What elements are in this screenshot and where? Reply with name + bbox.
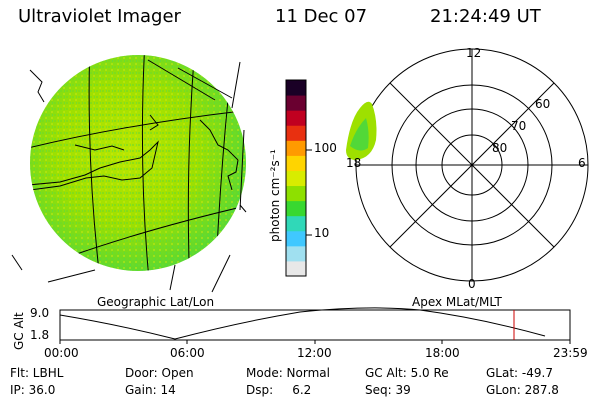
- coastline: [239, 204, 247, 213]
- grid-line: [177, 67, 233, 99]
- lat-label-60: 60: [535, 97, 551, 111]
- colorbar-unit-label: photon cm⁻²s⁻¹: [268, 149, 282, 242]
- x-tick-label: 12:00: [297, 346, 332, 360]
- x-tick-label: 18:00: [425, 346, 460, 360]
- colorbar-segment: [286, 140, 306, 156]
- info-seq: Seq: 39: [365, 383, 411, 397]
- colorbar-frame: [285, 79, 307, 277]
- grid-line: [169, 264, 176, 291]
- info-glon: GLon: 287.8: [486, 383, 559, 397]
- colorbar-segment: [286, 260, 306, 277]
- colorbar-segment: [286, 155, 306, 171]
- colorbar-segment: [286, 215, 306, 232]
- colorbar-segment: [286, 95, 306, 111]
- info-dsp: Dsp: 6.2: [246, 383, 312, 397]
- colorbar-segment: [286, 185, 306, 202]
- x-tick-label: 23:59: [553, 346, 588, 360]
- altitude-frame: [59, 309, 571, 341]
- grid-line: [147, 59, 216, 101]
- info-ip: IP: 36.0: [10, 383, 56, 397]
- coastline: [11, 254, 23, 271]
- time-label: 21:24:49 UT: [430, 6, 541, 27]
- colorbar-segment: [286, 125, 306, 141]
- grid-line: [231, 61, 241, 109]
- info-filter: Flt: LBHL: [10, 366, 64, 380]
- polar-axis-diag2: [389, 82, 555, 248]
- lat-label-80: 80: [492, 141, 508, 155]
- grid-line: [47, 269, 96, 283]
- date-label: 11 Dec 07: [275, 6, 368, 27]
- info-door: Door: Open: [125, 366, 194, 380]
- altitude-ylabel: GC Alt: [12, 312, 26, 350]
- colorbar-segment: [286, 170, 306, 187]
- latitude-line: [30, 109, 246, 151]
- mlt-label-6: 6: [578, 156, 586, 170]
- longitude-line: [141, 55, 151, 271]
- info-mode: Mode: Normal: [246, 366, 330, 380]
- mlt-label-0: 0: [468, 277, 476, 291]
- coastline: [30, 140, 159, 191]
- altitude-ymax: 9.0: [30, 306, 50, 320]
- grid-line: [239, 129, 245, 211]
- info-gain: Gain: 14: [125, 383, 176, 397]
- x-tick-label: 06:00: [170, 346, 205, 360]
- grid-line: [211, 254, 231, 293]
- longitude-line: [88, 55, 101, 271]
- colorbar-label-100: 100: [314, 141, 337, 155]
- altitude-curve: [59, 307, 546, 340]
- apex-panel-label: Apex MLat/MLT: [412, 295, 502, 309]
- info-gc-alt: GC Alt: 5.0 Re: [365, 366, 449, 380]
- mlt-label-18: 18: [346, 156, 362, 170]
- altitude-ymin: 1.8: [30, 328, 50, 342]
- coastline: [199, 119, 239, 191]
- auroral-patch-inner: [350, 118, 369, 151]
- coastline: [74, 144, 125, 151]
- mlt-label-12: 12: [466, 46, 482, 60]
- geographic-panel-label: Geographic Lat/Lon: [97, 295, 215, 309]
- colorbar-segment: [286, 230, 306, 247]
- altitude-plot: [59, 307, 571, 344]
- colorbar-segment: [286, 245, 306, 262]
- colorbar-segment: [286, 110, 306, 126]
- info-glat: GLat: -49.7: [486, 366, 553, 380]
- coastline: [29, 69, 45, 103]
- instrument-title: Ultraviolet Imager: [18, 6, 181, 27]
- polar-plot: [346, 48, 589, 282]
- x-tick-label: 00:00: [44, 346, 79, 360]
- colorbar-label-10: 10: [314, 226, 330, 240]
- color-scale: [285, 79, 312, 277]
- coastline: [149, 114, 159, 131]
- colorbar-segment: [286, 200, 306, 217]
- lat-label-70: 70: [511, 119, 527, 133]
- earth-image: [11, 55, 247, 293]
- colorbar-segment: [286, 80, 306, 96]
